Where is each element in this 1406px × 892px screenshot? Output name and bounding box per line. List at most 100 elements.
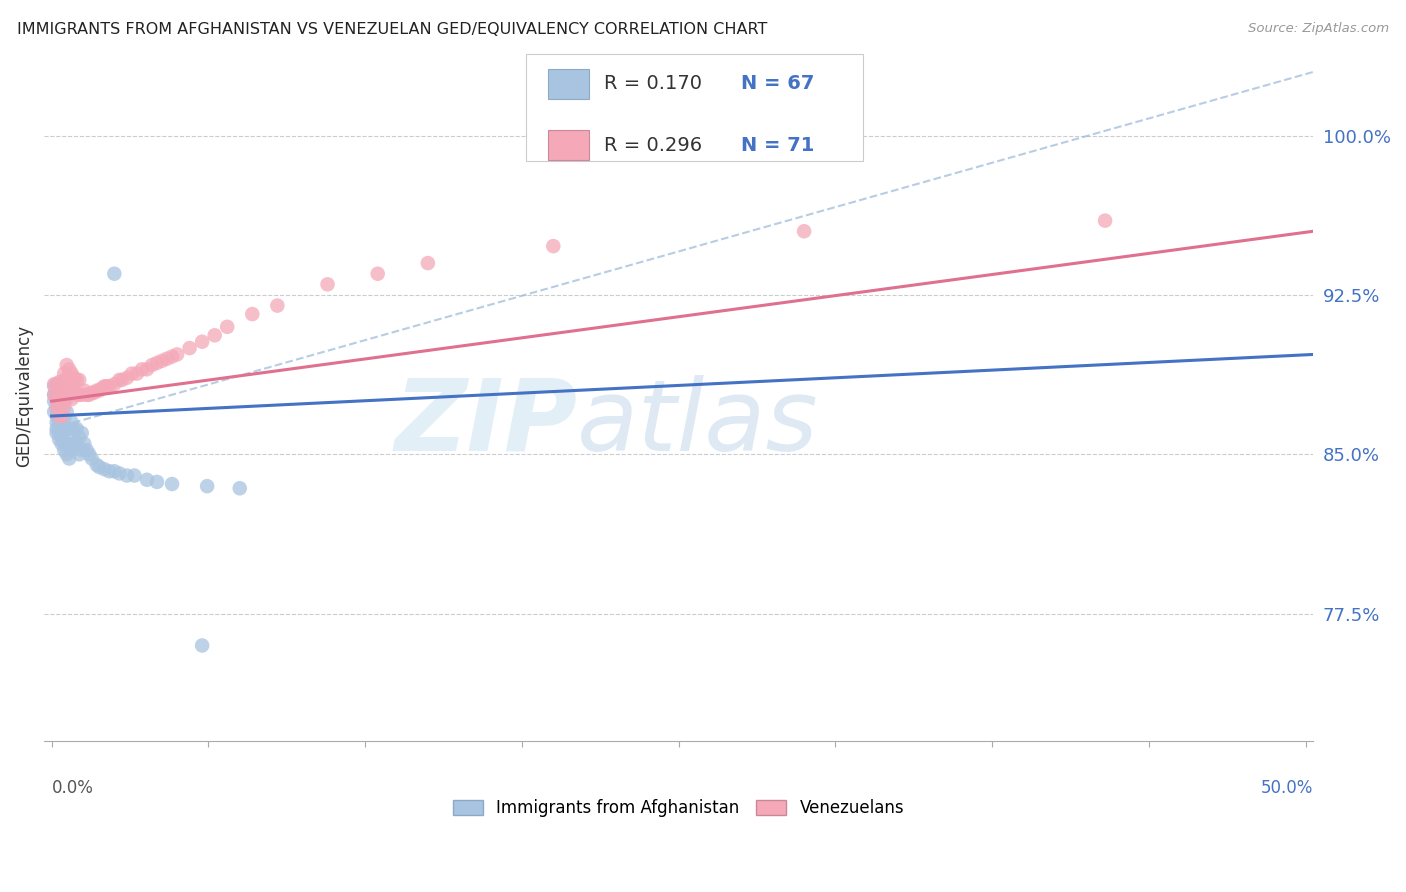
Point [45,416,67,430]
Point [58,362,80,376]
Point [204,328,226,343]
Text: N = 71: N = 71 [741,136,814,154]
Point [51,388,73,402]
Point [51,375,73,389]
Text: R = 0.296: R = 0.296 [603,136,702,154]
Point [60,443,83,458]
Point [45,379,67,393]
Point [60,430,83,444]
Point [58,422,80,436]
Point [103,267,125,281]
Point [146,356,169,370]
Point [156,351,179,366]
Point [44,394,66,409]
Point [115,468,138,483]
Point [73,436,96,450]
Point [53,392,76,406]
Point [98,379,121,393]
Point [77,447,100,461]
FancyBboxPatch shape [548,130,589,161]
Point [48,433,70,447]
Point [53,401,76,415]
Point [53,394,76,409]
Point [55,384,77,398]
Point [63,436,86,450]
Point [53,379,76,393]
Point [229,481,252,495]
Point [44,405,66,419]
Point [150,354,173,368]
Point [160,477,183,491]
Point [51,409,73,423]
Point [45,385,67,400]
Point [51,436,73,450]
Point [1094,213,1116,227]
Point [48,392,70,406]
Point [51,396,73,410]
Point [51,430,73,444]
Point [70,443,93,458]
Point [125,367,148,381]
Point [191,334,214,349]
FancyBboxPatch shape [548,69,589,99]
Point [60,392,83,406]
Point [60,379,83,393]
Point [80,451,103,466]
Point [67,388,90,402]
Point [73,384,96,398]
Point [63,422,86,436]
FancyBboxPatch shape [526,54,863,161]
Text: R = 0.170: R = 0.170 [603,74,702,94]
Text: 50.0%: 50.0% [1261,780,1313,797]
Point [45,402,67,417]
Point [195,479,218,493]
Point [266,299,288,313]
Point [45,422,67,436]
Point [108,373,131,387]
Point [53,422,76,436]
Point [89,460,111,475]
Point [44,379,66,393]
Point [76,388,98,402]
Point [48,375,70,389]
Point [48,425,70,440]
Point [76,443,98,458]
Point [48,385,70,400]
Point [55,405,77,419]
Point [45,394,67,409]
Text: Source: ZipAtlas.com: Source: ZipAtlas.com [1249,22,1389,36]
Point [191,639,214,653]
Point [131,362,153,376]
Point [58,451,80,466]
Point [63,371,86,385]
Point [60,416,83,430]
Point [67,447,90,461]
Point [108,467,131,481]
Point [77,388,100,402]
Point [51,388,73,402]
Text: ZIP: ZIP [394,375,576,472]
Point [44,388,66,402]
Point [53,411,76,425]
Point [48,399,70,413]
Point [166,347,188,361]
Point [98,464,121,478]
Point [103,377,125,392]
Point [44,377,66,392]
Point [89,384,111,398]
Point [60,367,83,381]
Point [48,419,70,434]
Point [160,350,183,364]
Point [44,388,66,402]
Point [90,381,112,395]
Point [58,388,80,402]
Point [66,388,89,402]
Text: IMMIGRANTS FROM AFGHANISTAN VS VENEZUELAN GED/EQUIVALENCY CORRELATION CHART: IMMIGRANTS FROM AFGHANISTAN VS VENEZUELA… [17,22,768,37]
Point [793,224,815,238]
Point [367,267,389,281]
Point [115,371,138,385]
Point [58,439,80,453]
Point [66,436,89,450]
Point [543,239,565,253]
Point [141,358,163,372]
